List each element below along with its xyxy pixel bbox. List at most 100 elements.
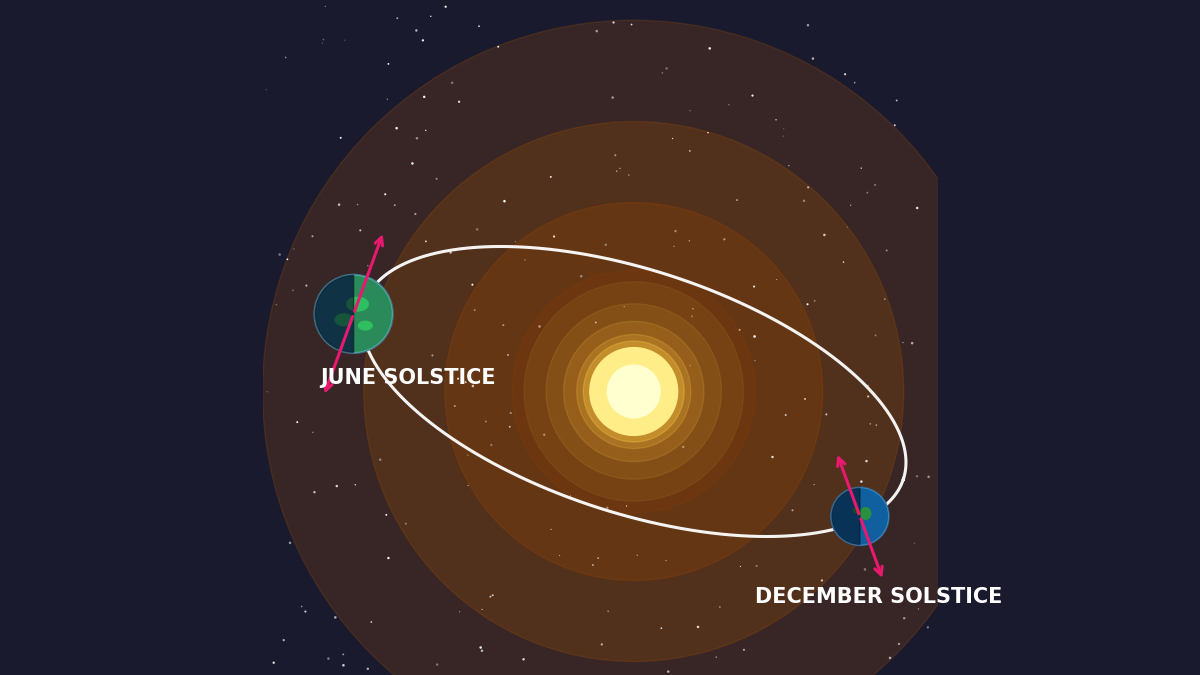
Text: DECEMBER SOLSTICE: DECEMBER SOLSTICE <box>755 587 1003 608</box>
Point <box>463 381 482 392</box>
Point <box>817 409 836 420</box>
Point <box>371 454 390 465</box>
Point <box>858 187 877 198</box>
Ellipse shape <box>860 508 871 519</box>
Point <box>514 654 533 665</box>
Point <box>852 163 871 173</box>
Text: JUNE SOLSTICE: JUNE SOLSTICE <box>320 368 496 388</box>
Point <box>865 180 884 190</box>
Point <box>473 645 492 656</box>
Point <box>450 97 469 107</box>
Point <box>607 166 626 177</box>
Point <box>541 524 560 535</box>
Point <box>805 296 824 306</box>
Point <box>680 360 700 371</box>
Point <box>803 53 822 64</box>
Point <box>798 20 817 30</box>
Point <box>488 41 508 52</box>
Point <box>378 94 397 105</box>
Circle shape <box>546 304 721 479</box>
Point <box>379 553 398 564</box>
Point <box>473 604 492 615</box>
Point <box>796 394 815 404</box>
Point <box>767 274 786 285</box>
Point <box>782 505 802 516</box>
Point <box>743 90 762 101</box>
Point <box>877 245 896 256</box>
Point <box>258 386 277 397</box>
Point <box>421 11 440 22</box>
Point <box>413 35 432 46</box>
Point <box>257 84 276 95</box>
Point <box>858 380 877 391</box>
Point <box>773 584 792 595</box>
Point <box>266 299 286 310</box>
Point <box>730 325 749 335</box>
Circle shape <box>263 20 1006 675</box>
Point <box>302 231 322 242</box>
Point <box>350 225 370 236</box>
Point <box>683 311 702 322</box>
Point <box>445 400 464 411</box>
Point <box>604 92 623 103</box>
Point <box>571 271 590 281</box>
Circle shape <box>524 282 744 501</box>
Point <box>860 418 880 429</box>
Point <box>456 377 475 387</box>
Circle shape <box>607 365 660 418</box>
Point <box>550 550 569 561</box>
Point <box>776 410 796 421</box>
Point <box>881 653 900 664</box>
Point <box>745 331 764 342</box>
Point <box>334 660 353 671</box>
Point <box>731 561 750 572</box>
Point <box>530 321 550 332</box>
Point <box>604 17 623 28</box>
Point <box>587 317 606 328</box>
Point <box>472 642 491 653</box>
Point <box>895 613 914 624</box>
Point <box>288 416 307 427</box>
Point <box>887 95 906 106</box>
Ellipse shape <box>359 321 372 330</box>
Point <box>560 491 580 502</box>
Point <box>838 221 857 232</box>
Point <box>908 603 928 614</box>
Point <box>379 59 398 70</box>
Point <box>834 256 853 267</box>
Point <box>798 299 817 310</box>
Point <box>683 303 702 314</box>
Circle shape <box>577 334 691 449</box>
Point <box>746 560 766 571</box>
Point <box>598 502 617 513</box>
Circle shape <box>512 270 755 513</box>
Point <box>662 133 682 144</box>
Point <box>858 391 877 402</box>
Point <box>631 427 650 437</box>
Point <box>481 591 500 602</box>
Point <box>734 645 754 655</box>
Point <box>283 285 302 296</box>
Point <box>469 21 488 32</box>
Point <box>515 254 534 265</box>
Point <box>541 171 560 182</box>
Point <box>330 199 349 210</box>
Point <box>450 606 469 617</box>
Point <box>665 241 684 252</box>
Point <box>727 194 746 205</box>
Point <box>502 408 521 418</box>
Ellipse shape <box>347 297 368 311</box>
Point <box>744 281 763 292</box>
Point <box>505 236 524 247</box>
Circle shape <box>364 122 904 662</box>
Point <box>656 556 676 566</box>
Point <box>466 304 485 315</box>
Ellipse shape <box>853 508 860 514</box>
Point <box>893 337 912 348</box>
Point <box>500 421 520 432</box>
Point <box>493 320 512 331</box>
Point <box>335 35 354 46</box>
Point <box>767 114 786 125</box>
Point <box>845 78 864 88</box>
Point <box>600 404 619 415</box>
